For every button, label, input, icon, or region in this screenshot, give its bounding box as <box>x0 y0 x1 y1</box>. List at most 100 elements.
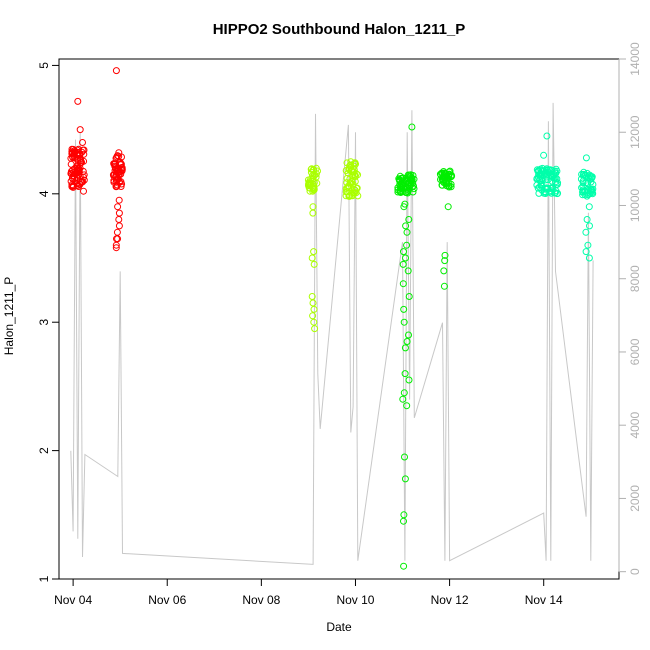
data-point <box>409 188 417 196</box>
data-point <box>79 139 86 146</box>
data-point <box>441 251 449 259</box>
data-point <box>308 254 316 262</box>
altitude-line <box>70 102 594 565</box>
data-point <box>346 179 354 187</box>
data-point <box>401 370 409 378</box>
data-point <box>439 177 447 185</box>
data-point <box>403 228 411 236</box>
data-point <box>110 161 118 169</box>
data-point <box>586 222 593 230</box>
data-point <box>68 181 76 189</box>
data-point <box>67 160 75 168</box>
data-point <box>403 338 411 345</box>
data-point <box>307 165 315 173</box>
data-point <box>115 171 123 179</box>
data-point <box>117 183 125 190</box>
x-tick-label: Nov 06 <box>148 593 186 607</box>
data-point <box>533 181 541 189</box>
data-point <box>400 184 408 192</box>
data-point <box>409 179 417 187</box>
data-point <box>552 165 560 173</box>
data-point <box>443 172 451 180</box>
data-point <box>403 402 411 410</box>
data-point <box>543 132 551 140</box>
data-point <box>309 203 317 211</box>
data-point <box>114 203 122 211</box>
data-point <box>399 182 407 189</box>
data-point <box>310 305 318 313</box>
data-point <box>580 168 588 176</box>
data-point <box>585 254 593 262</box>
data-point <box>548 184 556 192</box>
y2-tick-label: 10000 <box>628 188 642 222</box>
data-point <box>444 203 452 211</box>
y-tick-label: 3 <box>37 319 51 326</box>
x-axis-label: Date <box>326 620 352 634</box>
data-point <box>115 209 123 217</box>
x-tick-label: Nov 08 <box>242 593 280 607</box>
y2-tick-label: 4000 <box>628 412 642 439</box>
data-point <box>403 241 411 249</box>
data-point <box>347 158 355 166</box>
data-point <box>581 191 589 199</box>
data-point <box>346 162 354 170</box>
data-point <box>351 172 359 180</box>
data-point <box>401 200 409 208</box>
data-point <box>441 257 449 265</box>
data-point <box>401 344 409 352</box>
data-point <box>589 185 597 193</box>
data-point <box>584 241 592 249</box>
data-point <box>342 188 350 196</box>
data-point <box>309 312 317 320</box>
data-point <box>112 67 120 75</box>
data-point <box>344 169 352 177</box>
data-point <box>545 169 553 177</box>
y2-tick-label: 2000 <box>628 485 642 512</box>
data-point <box>586 171 594 179</box>
data-point <box>74 97 82 105</box>
data-point <box>440 267 448 275</box>
data-point <box>407 181 415 189</box>
data-point <box>68 145 76 153</box>
data-point <box>76 151 84 159</box>
data-point <box>342 185 350 192</box>
data-point <box>79 167 87 175</box>
data-point <box>402 175 410 183</box>
y-tick-label: 1 <box>37 575 51 582</box>
data-point <box>405 376 413 384</box>
data-point <box>399 280 407 288</box>
data-point <box>117 160 125 167</box>
data-point <box>114 235 122 243</box>
data-point <box>439 173 447 181</box>
data-point <box>408 123 416 131</box>
data-point <box>582 154 590 162</box>
data-point <box>552 178 559 186</box>
data-point <box>395 176 403 184</box>
data-point <box>579 179 587 187</box>
data-point <box>400 562 408 570</box>
y2-tick-label: 8000 <box>628 265 642 292</box>
data-point <box>402 254 409 262</box>
data-point <box>309 299 317 307</box>
data-point <box>536 175 544 183</box>
data-point <box>73 179 80 187</box>
data-point <box>399 260 407 268</box>
data-point <box>310 260 318 268</box>
data-point <box>584 173 592 181</box>
data-point <box>110 171 118 179</box>
data-point <box>80 187 87 195</box>
y2-tick-label: 0 <box>628 568 642 575</box>
data-point <box>584 179 592 187</box>
data-point <box>115 152 123 160</box>
data-point <box>68 150 76 157</box>
x-tick-label: Nov 14 <box>525 593 563 607</box>
data-point <box>585 203 593 211</box>
series-points <box>67 67 597 570</box>
x-tick-label: Nov 04 <box>54 593 92 607</box>
chart-title: HIPPO2 Southbound Halon_1211_P <box>213 21 466 38</box>
data-point <box>353 184 361 192</box>
data-point <box>540 151 548 159</box>
data-point <box>399 395 407 403</box>
data-point <box>400 248 407 256</box>
y-tick-label: 5 <box>37 62 51 69</box>
